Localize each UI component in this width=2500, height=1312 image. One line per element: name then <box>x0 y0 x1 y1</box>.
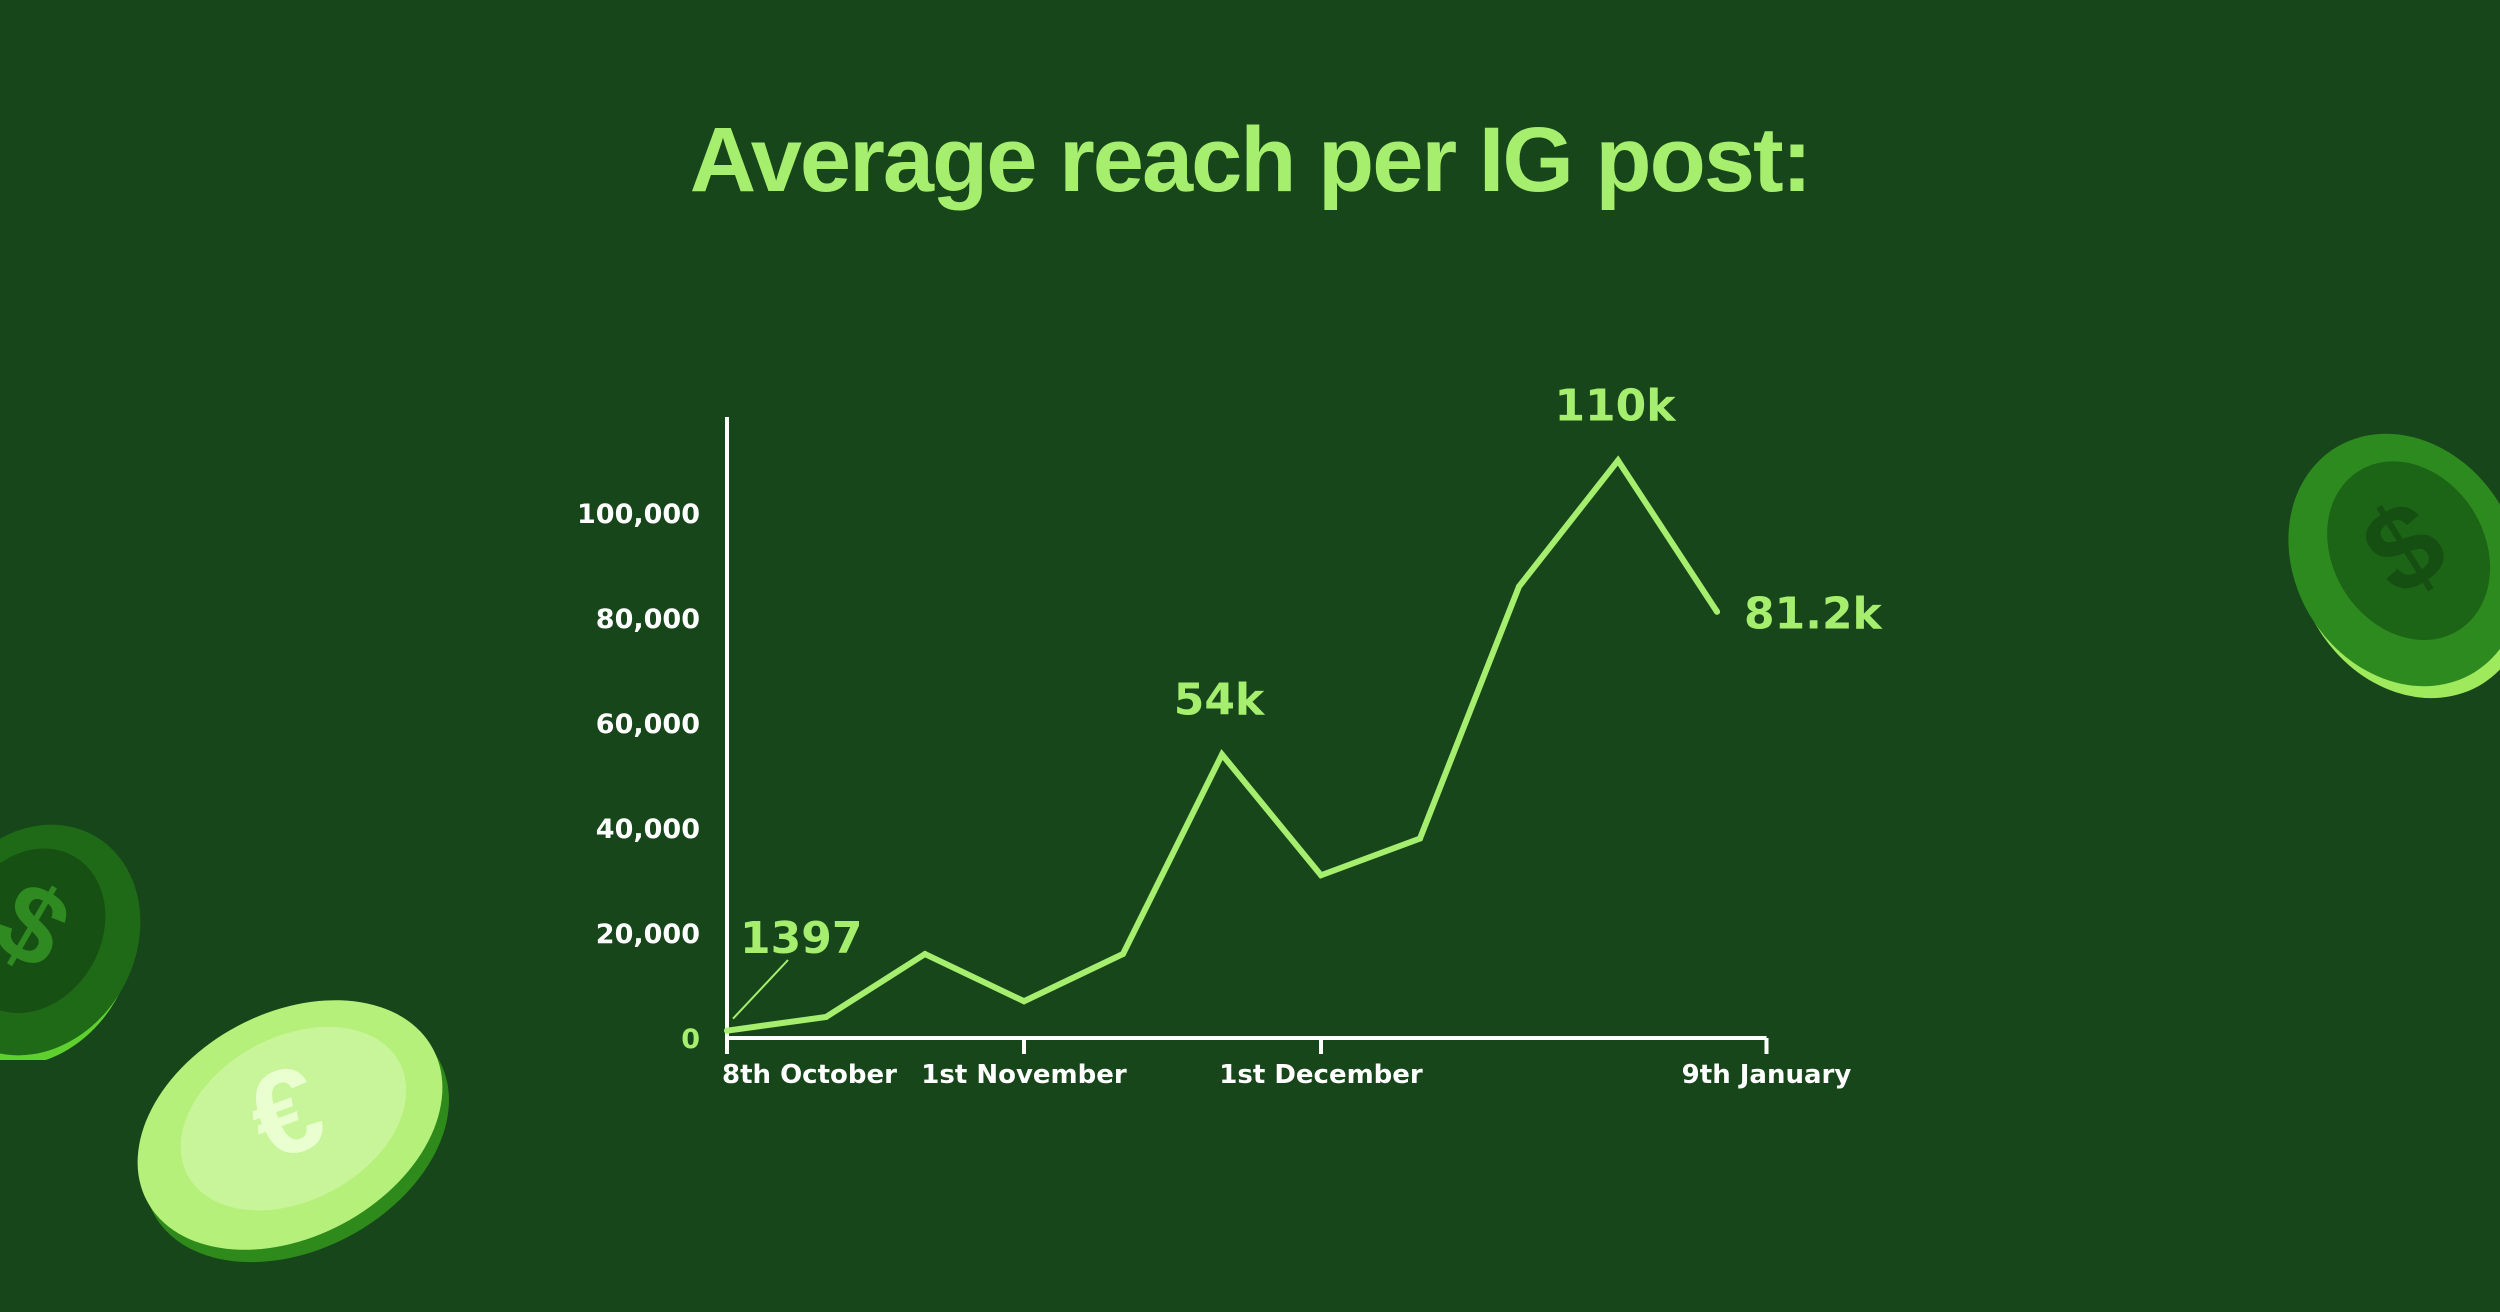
x-tick-labels: 8th October 1st November 1st December 9th J… <box>722 1060 1851 1090</box>
y-tick-label: 0 <box>681 1024 700 1055</box>
data-point <box>1021 998 1027 1005</box>
y-tick-label: 100,000 <box>577 499 700 530</box>
y-tick-label: 60,000 <box>596 709 700 740</box>
euro-coin-icon: € <box>137 1000 449 1263</box>
data-label: 54k <box>1174 675 1266 726</box>
data-point <box>1219 751 1225 758</box>
series-group <box>724 455 1720 1034</box>
data-label: 1397 <box>740 913 862 964</box>
data-point <box>1714 608 1720 615</box>
annotation-leader-line <box>732 959 789 1020</box>
data-point <box>1120 951 1126 957</box>
x-tick-label: 9th January <box>1682 1060 1852 1090</box>
page-title: Average reach per IG post: <box>689 109 1813 211</box>
x-tick-label: 8th October <box>722 1060 897 1090</box>
y-tick-label: 20,000 <box>596 919 700 950</box>
data-label: 110k <box>1554 381 1677 432</box>
y-tick-labels: 0 20,000 40,000 60,000 80,000 100,000 <box>577 499 700 1055</box>
data-point <box>1516 583 1522 590</box>
annotation-group: 1397 54k 110k 81.2k <box>732 381 1884 1020</box>
data-point <box>1615 457 1621 464</box>
data-point <box>1318 872 1324 879</box>
data-point <box>724 1027 730 1034</box>
series-line <box>724 455 1720 1034</box>
x-tick-label: 1st November <box>921 1060 1127 1090</box>
x-tick-label: 1st December <box>1219 1060 1423 1090</box>
data-point <box>922 951 928 957</box>
data-point <box>823 1014 829 1020</box>
data-point <box>1417 835 1423 842</box>
chart-axes <box>725 417 1769 1054</box>
dollar-coin-icon: $ <box>2288 433 2500 699</box>
dollar-coin-icon: $ <box>0 824 141 1060</box>
data-label: 81.2k <box>1744 589 1884 640</box>
y-tick-label: 80,000 <box>596 604 700 635</box>
y-tick-label: 40,000 <box>596 814 700 845</box>
